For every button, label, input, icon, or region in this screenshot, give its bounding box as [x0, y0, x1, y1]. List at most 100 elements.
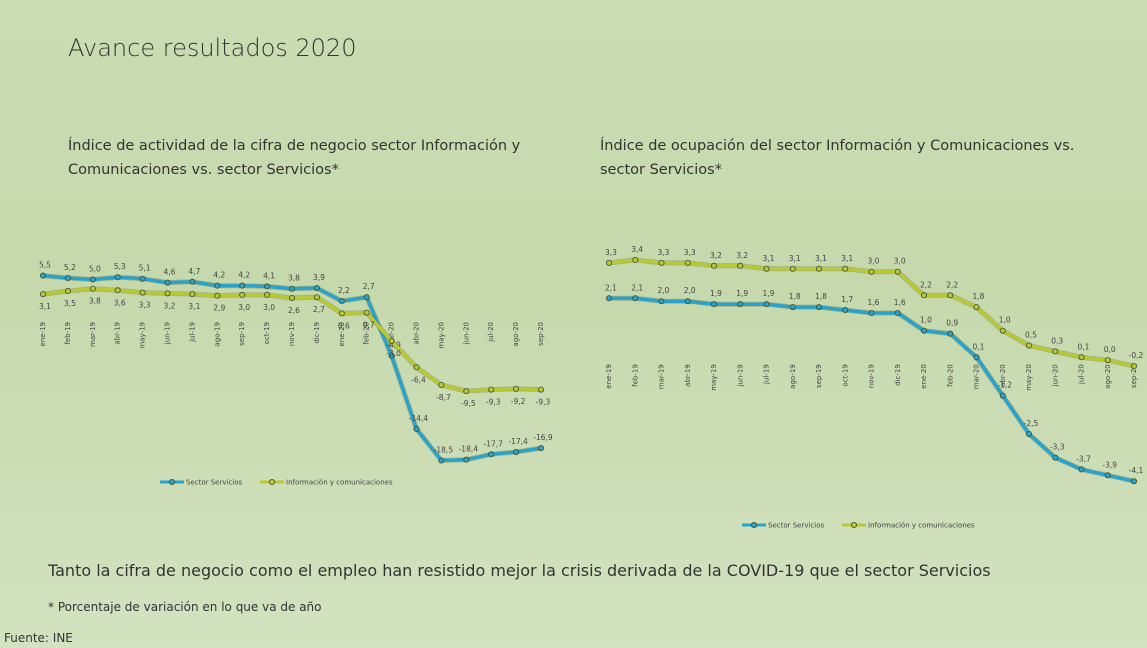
data-label: 1,8	[815, 292, 827, 301]
data-label: 0,9	[946, 319, 958, 328]
data-label: -3,7	[1076, 454, 1091, 463]
point	[139, 275, 146, 282]
data-label: 5,0	[89, 265, 101, 274]
point	[288, 294, 295, 301]
point	[438, 457, 445, 464]
data-label: 3,3	[605, 248, 617, 257]
data-label: 3,1	[815, 254, 827, 263]
data-label: -3,0	[386, 349, 401, 358]
data-label: 0,6	[338, 321, 350, 330]
data-label: 1,8	[789, 292, 801, 301]
point	[189, 291, 196, 298]
point	[973, 354, 980, 361]
point	[488, 451, 495, 458]
data-label: 2,0	[684, 286, 696, 295]
data-label: -3,9	[1102, 460, 1117, 469]
data-label: -14,4	[409, 414, 429, 423]
data-label: 2,9	[213, 304, 225, 313]
data-label: 1,0	[999, 316, 1011, 325]
x-tick-label: ene-19	[605, 364, 613, 388]
point	[868, 268, 875, 275]
point	[684, 259, 691, 266]
x-tick-label: dic-19	[894, 364, 902, 386]
legend-marker	[268, 478, 275, 485]
point	[737, 262, 744, 269]
point	[816, 304, 823, 311]
point	[947, 330, 954, 337]
data-label: 2,6	[288, 306, 300, 315]
x-tick-label: ago-19	[213, 322, 221, 347]
legend-label: Información y comunicaciones	[286, 479, 393, 487]
point	[164, 279, 171, 286]
data-label: 0,1	[1078, 342, 1090, 351]
point	[1052, 454, 1059, 461]
data-label: 2,2	[338, 286, 350, 295]
series-line-shadow	[609, 295, 1135, 484]
point	[139, 289, 146, 296]
x-tick-label: abr-20	[999, 364, 1007, 387]
point	[89, 285, 96, 292]
x-tick-label: sep-20	[537, 322, 545, 346]
point	[64, 288, 71, 295]
point	[264, 283, 271, 290]
data-label: -18,4	[459, 445, 479, 454]
legend-label: Sector Servicios	[186, 479, 243, 487]
point	[1131, 478, 1138, 485]
data-label: -0,2	[1129, 351, 1144, 360]
data-label: 3,1	[39, 302, 51, 311]
data-label: -9,3	[536, 398, 551, 407]
x-tick-label: oct-19	[263, 322, 271, 344]
x-tick-label: may-19	[710, 364, 718, 391]
legend-label: Sector Servicios	[768, 522, 825, 530]
x-tick-label: jul-19	[763, 364, 771, 385]
x-tick-label: jul-20	[487, 322, 495, 343]
data-label: -4,1	[1129, 466, 1144, 475]
data-label: 2,0	[658, 286, 670, 295]
chart-title: Índice de ocupación del sector Informaci…	[600, 138, 1075, 178]
x-tick-label: jun-19	[164, 322, 172, 345]
data-label: 3,1	[841, 254, 853, 263]
x-tick-label: ago-19	[789, 364, 797, 389]
x-tick-label: abr-19	[684, 364, 692, 387]
data-label: 1,0	[920, 316, 932, 325]
legend-marker	[168, 478, 175, 485]
data-label: 3,5	[64, 299, 76, 308]
data-label: 1,8	[973, 292, 985, 301]
data-label: -17,4	[508, 437, 528, 446]
point	[711, 301, 718, 308]
data-label: 2,7	[363, 282, 375, 291]
slide-title: Avance resultados 2020	[68, 34, 357, 62]
data-label: 0,0	[1104, 345, 1116, 354]
data-label: -6,4	[411, 375, 426, 384]
data-label: 3,0	[868, 257, 880, 266]
point	[763, 265, 770, 272]
series-line	[609, 296, 1135, 483]
x-tick-label: jun-20	[462, 322, 470, 345]
data-label: 3,6	[114, 298, 126, 307]
data-label: 4,2	[213, 271, 225, 280]
point	[632, 256, 639, 263]
data-label: 4,2	[238, 271, 250, 280]
point	[1104, 357, 1111, 364]
point	[288, 285, 295, 292]
point	[1052, 348, 1059, 355]
legend-marker	[751, 522, 758, 529]
data-label: 3,1	[789, 254, 801, 263]
x-tick-label: feb-20	[363, 322, 371, 345]
point	[214, 282, 221, 289]
point	[789, 265, 796, 272]
point	[737, 301, 744, 308]
point	[338, 298, 345, 305]
x-tick-label: mar-19	[658, 364, 666, 389]
data-label: 0,5	[1025, 330, 1037, 339]
data-label: 2,1	[605, 283, 617, 292]
point	[513, 385, 520, 392]
conclusion: Tanto la cifra de negocio como el empleo…	[48, 561, 991, 580]
point	[1026, 430, 1033, 437]
point	[842, 265, 849, 272]
data-label: -16,9	[533, 433, 553, 442]
legend-marker	[851, 522, 858, 529]
point	[189, 278, 196, 285]
data-label: 4,6	[164, 268, 176, 277]
